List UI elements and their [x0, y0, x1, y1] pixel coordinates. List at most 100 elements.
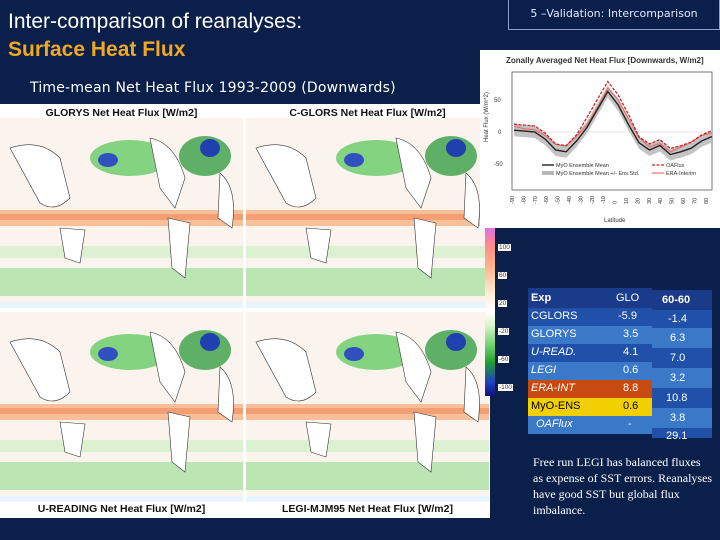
map-mid-belt — [0, 246, 243, 258]
chart-background — [480, 50, 720, 228]
map-southern-belt — [0, 268, 243, 296]
table-row-bg — [528, 344, 610, 362]
map-label-glorys: GLORYS Net Heat Flux [W/m2] — [45, 107, 198, 119]
table-cell-6060: 7.0 — [670, 352, 686, 364]
table-cell-exp: OAFlux — [536, 418, 573, 430]
map-panel-cglors: C-GLORS Net Heat Flux [W/m2] — [246, 104, 489, 308]
map-kuroshio-patch — [336, 334, 416, 370]
map-glorys — [0, 118, 243, 308]
table-cell-exp: GLORYS — [531, 328, 577, 340]
table-row-highlight — [528, 398, 610, 416]
chart-xtick: 20 — [635, 198, 641, 204]
map-mid-belt — [246, 440, 489, 452]
table-row-bg — [652, 348, 712, 368]
table-header-glo: GLO — [616, 292, 640, 304]
chart-xtick: 70 — [692, 198, 698, 204]
map-continent — [9, 144, 71, 208]
table-cell-6060: 3.8 — [670, 412, 686, 424]
map-label-cglors: C-GLORS Net Heat Flux [W/m2] — [289, 107, 446, 119]
map-kuroshio-core — [344, 153, 364, 167]
chart-xtick: -90 — [510, 196, 516, 204]
chart-xtick: 80 — [704, 198, 710, 204]
chart-ytick: 50 — [494, 98, 501, 104]
table-row-bg — [652, 368, 712, 388]
map-continent — [305, 421, 332, 458]
map-kuroshio-patch — [90, 140, 170, 176]
map-equator-core — [246, 408, 489, 414]
chart-xtick: -80 — [521, 196, 527, 204]
slide-subtitle-heading: Surface Heat Flux — [8, 38, 186, 61]
map-gulfstream-core — [446, 333, 466, 351]
map-label-legi: LEGI-MJM95 Net Heat Flux [W/m2] — [282, 503, 453, 515]
map-equator-core — [0, 214, 243, 220]
colorbar-tick: 60 — [498, 272, 508, 279]
map-southern-belt — [246, 268, 489, 296]
map-continent — [255, 338, 317, 402]
chart-ytick: 0 — [498, 130, 502, 136]
observation-note: Free run LEGI has balanced fluxes as exp… — [533, 455, 713, 517]
table-row-highlight — [528, 380, 610, 398]
map-continent — [59, 421, 86, 458]
table-row-bg — [610, 344, 652, 362]
map-gulfstream-core — [446, 139, 466, 157]
chart-ytick: -50 — [494, 162, 503, 168]
table-cell-glo: 8.8 — [623, 382, 639, 394]
colorbar-tick: 20 — [498, 300, 508, 307]
table-cell-6060: 29.1 — [666, 430, 688, 442]
table-cell-6060: 6.3 — [670, 332, 686, 344]
table-row-bg — [652, 408, 712, 428]
map-gulfstream-core — [200, 333, 220, 351]
table-header-bg — [528, 288, 610, 308]
colorbar-tick: 100 — [498, 244, 511, 251]
table-header-exp: Exp — [531, 292, 552, 304]
chart-xtick: -30 — [578, 196, 584, 204]
table-cell-glo: -5.9 — [618, 310, 637, 322]
map-continent — [395, 331, 432, 403]
table-row-bg — [610, 416, 652, 434]
map-label-ureading: U-READING Net Heat Flux [W/m2] — [37, 503, 206, 515]
map-antarctica — [0, 302, 243, 308]
chart-xtick: -60 — [544, 196, 550, 204]
map-legi — [246, 312, 489, 502]
table-row-bg — [652, 428, 712, 438]
map-continent — [305, 227, 332, 264]
map-equator-core — [0, 408, 243, 414]
map-panel-glorys: GLORYS Net Heat Flux [W/m2] — [0, 104, 243, 308]
chart-xtick: 30 — [647, 198, 653, 204]
legend-myo-mean: MyO Ensemble Mean — [556, 163, 609, 169]
map-continent — [395, 137, 432, 209]
map-continent — [149, 331, 186, 403]
table-header-6060: 60-60 — [662, 294, 691, 306]
table-row-bg — [652, 328, 712, 348]
map-continent — [255, 144, 317, 208]
table-header-bg — [610, 288, 652, 308]
table-row-bg — [528, 308, 610, 326]
table-cell-6060: 10.8 — [666, 392, 688, 404]
chart-xtick: 40 — [658, 198, 664, 204]
colorbar-tick: -20 — [498, 328, 510, 335]
legend-myo-spread: MyO Ensemble Mean +/- Ens.Std. — [556, 171, 640, 177]
map-antarctica — [0, 496, 243, 502]
map-mid-belt — [0, 440, 243, 452]
map-continent — [413, 217, 437, 279]
table-row-bg — [610, 308, 652, 326]
zonal-mean-chart: Zonally Averaged Net Heat Flux [Downward… — [480, 50, 720, 228]
table-cell-6060: -1.4 — [668, 313, 687, 325]
map-kuroshio-core — [344, 347, 364, 361]
map-panel-legi: LEGI-MJM95 Net Heat Flux [W/m2] — [246, 312, 489, 516]
map-continent — [149, 137, 186, 209]
chart-xtick: -20 — [590, 196, 596, 204]
map-continent — [463, 366, 480, 423]
map-southern-belt — [0, 462, 243, 490]
map-continent — [217, 366, 234, 423]
chart-xtick: 50 — [670, 198, 676, 204]
zonal-chart-svg: Zonally Averaged Net Heat Flux [Downward… — [480, 50, 720, 228]
map-kuroshio-core — [98, 153, 118, 167]
table-row-bg — [652, 388, 712, 408]
table-row-bg — [528, 326, 610, 344]
table-cell-exp: U-READ. — [531, 346, 577, 358]
chart-xtick: -40 — [567, 196, 573, 204]
table-row-bg — [652, 310, 712, 328]
map-equator-core — [246, 214, 489, 220]
table-cell-exp: LEGI — [531, 364, 557, 376]
